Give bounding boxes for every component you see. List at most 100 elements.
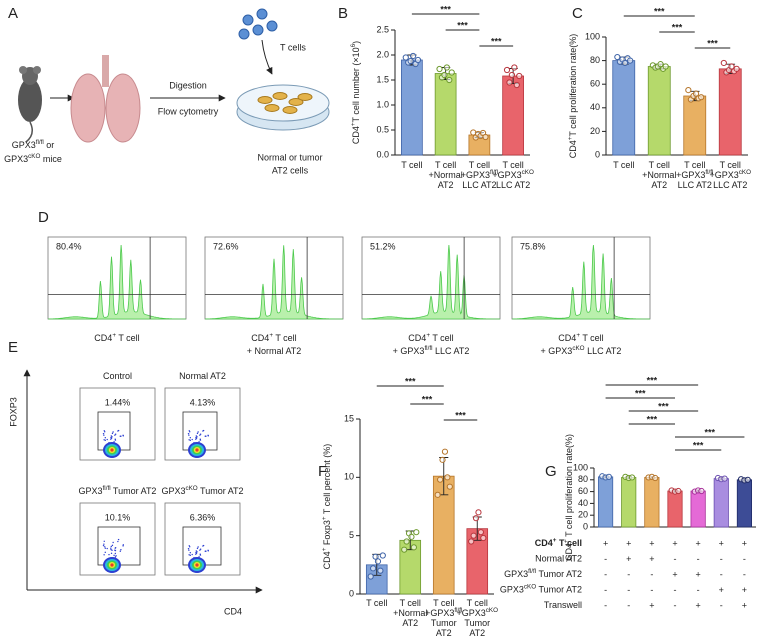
histogram-caption: CD4+ T cell bbox=[558, 332, 603, 343]
data-point bbox=[720, 59, 727, 67]
panel-letter: G bbox=[545, 463, 557, 480]
event-dot bbox=[114, 556, 117, 558]
x-tick-label: +GPX3fl/fl bbox=[676, 169, 713, 180]
superscript: cKO bbox=[28, 153, 40, 160]
data-point bbox=[503, 66, 511, 74]
superscript: + bbox=[321, 547, 328, 551]
histogram bbox=[48, 244, 186, 320]
panel-letter: C bbox=[572, 5, 583, 22]
event-dot bbox=[102, 432, 105, 435]
x-tick-label: AT2 bbox=[436, 628, 452, 637]
superscript: fl/fl bbox=[424, 345, 432, 352]
event-dot bbox=[189, 554, 191, 557]
condition-sign: - bbox=[720, 569, 723, 579]
bar bbox=[718, 68, 742, 156]
text-part: LLC AT2 bbox=[462, 180, 496, 190]
mouse-ear bbox=[33, 66, 41, 74]
event-dot bbox=[119, 550, 121, 552]
event-dot bbox=[197, 431, 199, 433]
cell-icon bbox=[257, 96, 273, 104]
event-dot bbox=[188, 549, 190, 551]
event-dot bbox=[207, 435, 210, 437]
text-part: AT2 bbox=[402, 618, 418, 628]
t-cell-icon bbox=[256, 8, 268, 20]
event-dot bbox=[196, 551, 198, 553]
event-dot bbox=[104, 546, 106, 548]
text-part: Normal AT2 bbox=[179, 371, 226, 381]
condition-sign: - bbox=[697, 554, 700, 564]
histogram-caption: + Normal AT2 bbox=[247, 346, 302, 356]
condition-sign: + bbox=[742, 600, 747, 610]
condition-sign: + bbox=[719, 585, 724, 595]
event-dot bbox=[189, 439, 191, 442]
y-tick-label: 40 bbox=[578, 498, 588, 508]
axis-title: FOXP3 bbox=[8, 397, 18, 427]
text-part: T cell bbox=[649, 160, 670, 170]
histogram bbox=[362, 244, 500, 320]
event-dot bbox=[202, 544, 205, 547]
t-cell-icon bbox=[252, 24, 264, 36]
gate-percent: 51.2% bbox=[370, 241, 396, 251]
text-part: Tumor AT2 bbox=[536, 585, 582, 595]
y-tick-label: 0.5 bbox=[376, 124, 389, 134]
text-part: T cell bbox=[433, 598, 454, 608]
data-point bbox=[744, 476, 751, 483]
event-dot bbox=[188, 439, 190, 441]
text-part: T cell bbox=[467, 598, 488, 608]
significance-label: *** bbox=[457, 20, 468, 30]
x-tick-label: Tumor bbox=[464, 618, 490, 628]
cell-icon bbox=[282, 106, 298, 114]
step-label: Digestion bbox=[169, 80, 207, 90]
y-tick-label: 2.0 bbox=[376, 49, 389, 59]
dot-plot-frame bbox=[79, 502, 156, 576]
data-point bbox=[516, 72, 523, 80]
event-dot bbox=[110, 548, 112, 551]
condition-sign: + bbox=[719, 538, 724, 548]
significance-label: *** bbox=[405, 376, 416, 386]
data-point bbox=[407, 57, 414, 65]
condition-sign: - bbox=[604, 569, 607, 579]
text-part: +GPX3 bbox=[709, 170, 738, 180]
condition-sign: - bbox=[627, 569, 630, 579]
condition-sign: - bbox=[674, 600, 677, 610]
cell-icon bbox=[272, 92, 288, 100]
x-tick-label: LLC AT2 bbox=[678, 180, 712, 190]
event-dot bbox=[189, 551, 192, 554]
superscript: fl/fl bbox=[454, 607, 462, 614]
significance-label: *** bbox=[658, 401, 669, 411]
event-dot bbox=[103, 543, 105, 545]
event-dot bbox=[120, 435, 122, 437]
t-cell-icon bbox=[242, 14, 254, 26]
condition-sign: - bbox=[720, 554, 723, 564]
x-tick-label: AT2 bbox=[469, 628, 485, 637]
histogram-caption: + GPX3fl/fl LLC AT2 bbox=[393, 345, 470, 356]
event-dot bbox=[104, 439, 106, 442]
text-part: LLC AT2 bbox=[585, 346, 622, 356]
superscript: cKO bbox=[739, 169, 751, 176]
cell-icon bbox=[297, 93, 313, 101]
text-part: Transwell bbox=[544, 600, 582, 610]
x-tick-label: T cell bbox=[433, 598, 454, 608]
condition-sign: - bbox=[604, 600, 607, 610]
event-dot bbox=[195, 437, 198, 440]
data-point bbox=[480, 534, 487, 542]
text-part: T cell bbox=[556, 538, 582, 548]
event-dot bbox=[188, 434, 190, 436]
superscript: cKO bbox=[185, 485, 197, 492]
superscript: cKO bbox=[522, 169, 534, 176]
dot-plot-frame bbox=[164, 502, 241, 576]
text-part: +GPX3 bbox=[425, 608, 454, 618]
event-dot bbox=[187, 432, 190, 435]
y-tick-label: 40 bbox=[590, 102, 600, 112]
superscript: + bbox=[563, 539, 570, 543]
y-tick-label: 15 bbox=[344, 413, 354, 423]
event-dot bbox=[102, 544, 105, 547]
x-tick-label: T cell bbox=[401, 160, 422, 170]
text-part: LLC AT2 bbox=[432, 346, 469, 356]
data-point bbox=[444, 474, 451, 481]
text-part: +GPX3 bbox=[676, 170, 705, 180]
density-blob bbox=[110, 448, 114, 452]
event-dot bbox=[122, 435, 125, 437]
trachea bbox=[102, 55, 109, 87]
data-point bbox=[408, 533, 415, 540]
